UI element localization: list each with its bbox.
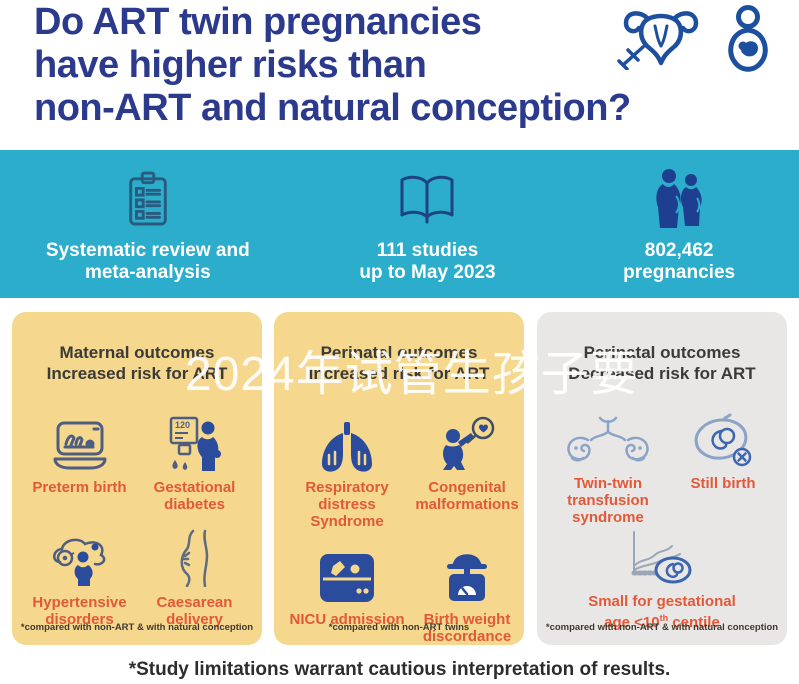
weighing-scale-icon (439, 546, 495, 604)
lungs-icon (316, 414, 378, 472)
card-heading: Perinatal outcomes Increased risk for AR… (308, 343, 490, 383)
banner-item-pregnancies: 802,462 pregnancies (559, 150, 799, 284)
banner-item-review-label: Systematic review and meta-analysis (45, 240, 250, 283)
outcome-twin-twin-transfusion: Twin-twin transfusion syndrome (547, 410, 669, 526)
banner-item-studies: 111 studies up to May 2023 (296, 150, 560, 284)
outcome-respiratory-distress: Respiratory distress Syndrome (279, 414, 415, 530)
card-heading: Maternal outcomes Increased risk for ART (46, 343, 228, 383)
outcome-label: Congenital malformations (415, 479, 519, 513)
pregnant-person-icon (719, 4, 777, 74)
card-heading: Perinatal outcomes Decreased risk for AR… (568, 343, 756, 383)
card-perinatal-outcomes-increased: Perinatal outcomes Increased risk for AR… (274, 312, 524, 645)
card-footnote: *compared with non-ART twins (328, 622, 470, 633)
outcome-label: Still birth (690, 475, 756, 492)
outcome-label: Hypertensive disorders (32, 594, 127, 628)
outcome-still-birth: Still birth (669, 410, 777, 526)
monitor-reading: 120 (175, 420, 190, 430)
incubator-solid-icon (318, 546, 376, 604)
stats-banner: Systematic review and meta-analysis 111 … (0, 150, 799, 298)
baby-magnifier-icon (436, 414, 498, 472)
outcome-label: Preterm birth (32, 479, 127, 496)
outcome-caesarean-delivery: Caesarean delivery (137, 529, 252, 628)
banner-item-review: Systematic review and meta-analysis (0, 150, 296, 284)
outcome-congenital-malformations: Congenital malformations (415, 414, 519, 530)
pregnant-couple-icon (652, 166, 706, 232)
blood-pressure-pregnant-icon (48, 529, 112, 587)
fetus-cross-icon (690, 410, 756, 468)
card-maternal-outcomes-increased: Maternal outcomes Increased risk for ART (12, 312, 262, 645)
banner-item-studies-label: 111 studies up to May 2023 (359, 240, 496, 283)
title-line-2: have higher risks than (34, 44, 427, 86)
card-footnote: *compared with non-ART & with natural co… (545, 622, 779, 633)
outcome-label: Respiratory distress Syndrome (305, 479, 389, 530)
outcome-birth-weight-discordance: Birth weight discordance (415, 546, 519, 645)
outcome-label: Gestational diabetes (153, 479, 236, 513)
growth-chart-fetus-icon (625, 528, 699, 586)
outcome-label: Caesarean delivery (156, 594, 233, 628)
outcome-hypertensive-disorders: Hypertensive disorders (22, 529, 137, 628)
title-line-1: Do ART twin pregnancies (34, 1, 482, 43)
header: Do ART twin pregnancies have higher risk… (0, 0, 799, 150)
card-footnote: *compared with non-ART & with natural co… (20, 622, 254, 633)
header-icons (615, 4, 777, 74)
outcome-label: Twin-twin transfusion syndrome (567, 475, 649, 526)
outcome-label: Small for gestational age <10th centile (588, 593, 736, 631)
outcome-label: NICU admission (289, 611, 405, 628)
open-book-icon (395, 166, 459, 232)
outcome-label: Birth weight discordance (422, 611, 512, 645)
clipboard-checklist-icon (123, 166, 173, 232)
abdomen-outline-icon (172, 529, 218, 587)
card-perinatal-outcomes-decreased: Perinatal outcomes Decreased risk for AR… (537, 312, 787, 645)
watermark-text: 2024年试管生孩子要 (185, 348, 639, 401)
outcome-nicu-admission: NICU admission (279, 546, 415, 645)
ivf-uterus-syringe-icon (615, 4, 705, 70)
title-line-3: non-ART and natural conception? (34, 87, 631, 129)
outcome-small-for-gestational-age: Small for gestational age <10th centile (588, 528, 736, 631)
outcome-gestational-diabetes: 120 Gestational diabetes (137, 414, 252, 513)
page-title: Do ART twin pregnancies have higher risk… (34, 1, 631, 130)
outcome-preterm-birth: Preterm birth (22, 414, 137, 513)
banner-item-pregnancies-label: 802,462 pregnancies (623, 240, 736, 283)
incubator-outline-icon (49, 414, 111, 472)
twin-fetuses-icon (562, 410, 654, 468)
glucose-monitor-pregnant-icon: 120 (166, 414, 224, 472)
study-limitations-note: *Study limitations warrant cautious inte… (128, 659, 671, 680)
